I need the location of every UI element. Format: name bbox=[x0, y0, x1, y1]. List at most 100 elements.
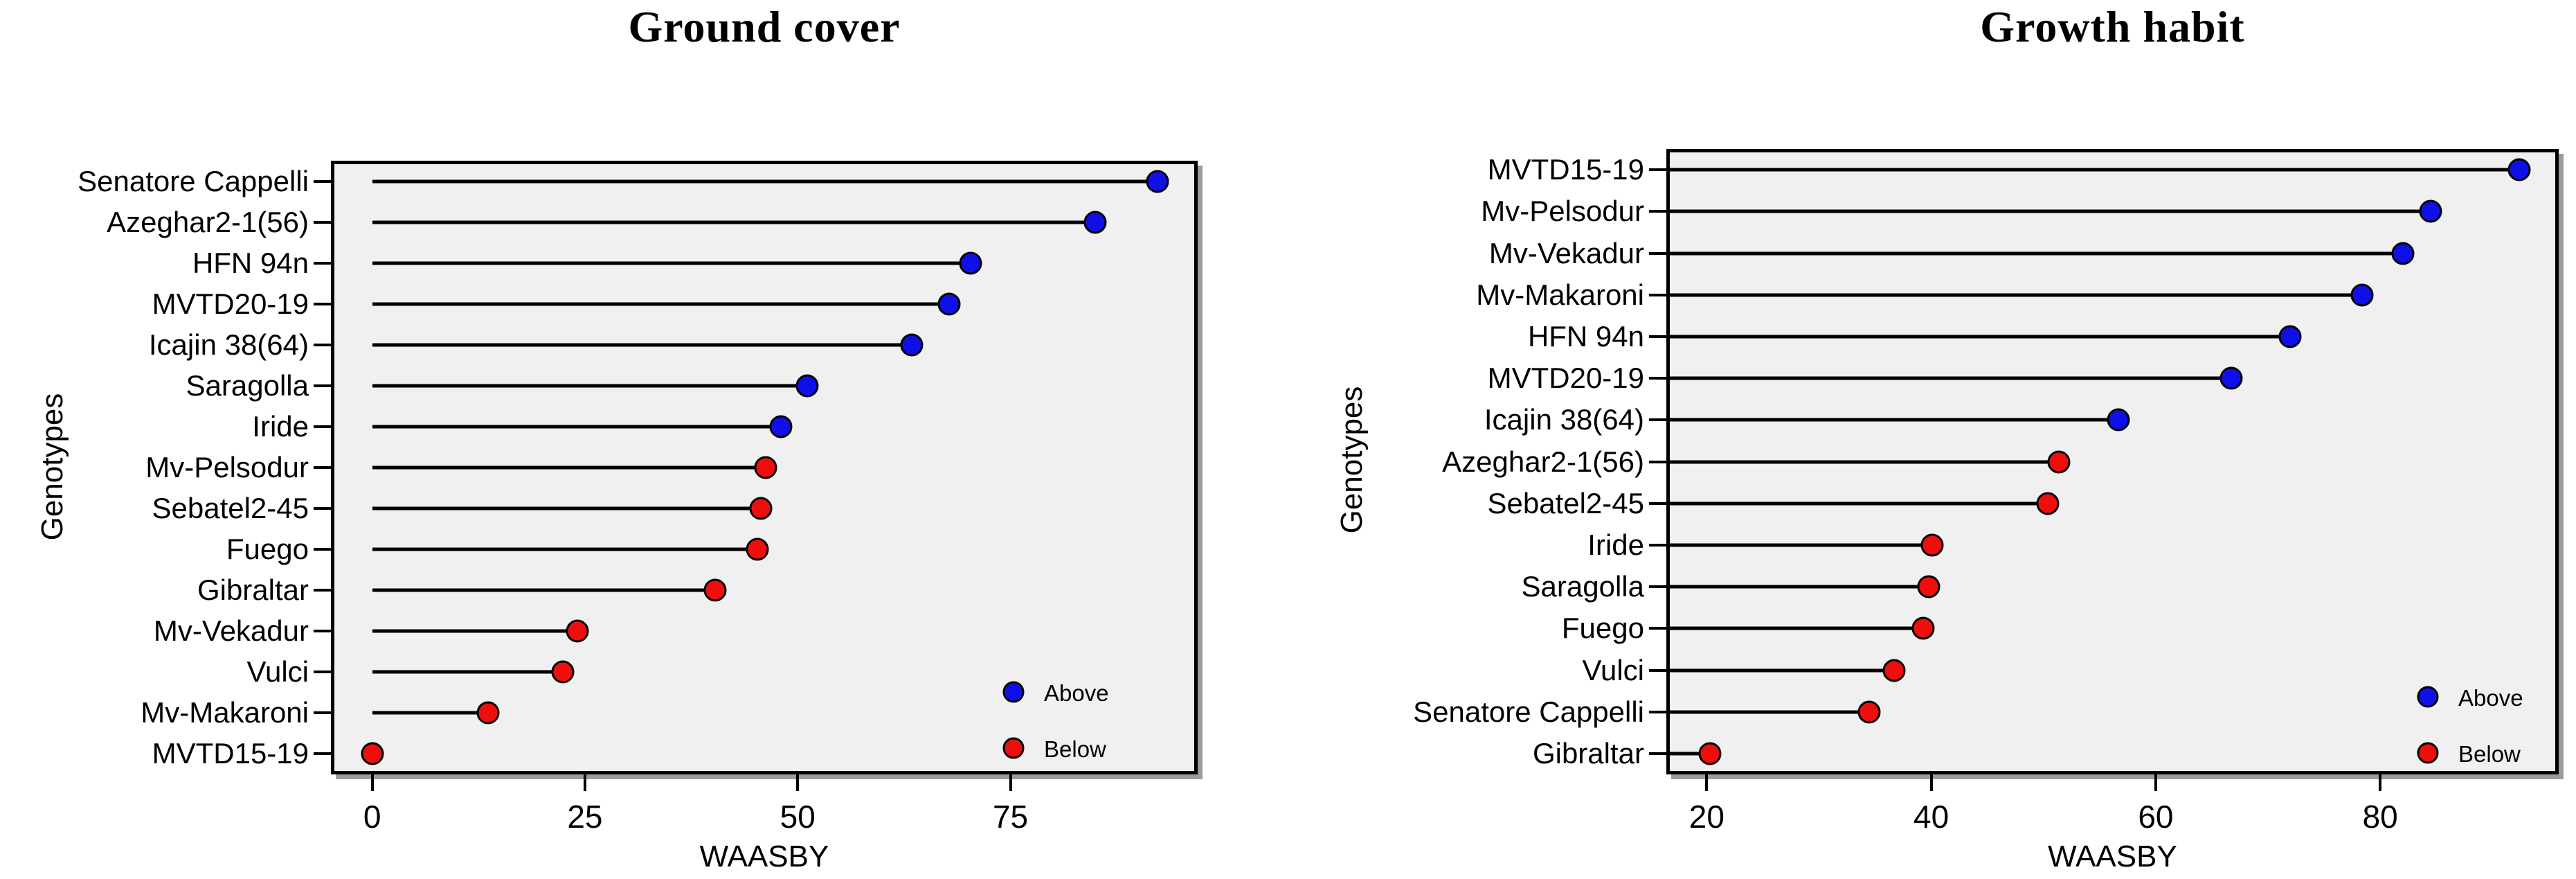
lollipop-stem bbox=[1666, 501, 2048, 506]
y-tick bbox=[1649, 752, 1666, 755]
data-point-dot bbox=[2047, 450, 2071, 473]
lollipop-stem bbox=[372, 588, 715, 592]
x-tick bbox=[583, 774, 586, 791]
data-point-dot bbox=[1083, 211, 1107, 234]
lollipop-stem bbox=[372, 343, 912, 347]
x-tick-label: 0 bbox=[363, 799, 381, 835]
x-tick-label: 20 bbox=[1688, 799, 1724, 835]
y-tick bbox=[314, 343, 331, 346]
data-point-dot bbox=[1857, 700, 1881, 724]
lollipop-stem bbox=[1666, 710, 1870, 714]
y-tick-label: Vulci bbox=[246, 655, 309, 689]
y-tick-label: Mv-Makaroni bbox=[141, 696, 309, 729]
lollipop-stem bbox=[1666, 376, 2231, 380]
lollipop-stem bbox=[372, 547, 758, 551]
y-tick bbox=[1649, 543, 1666, 547]
x-tick bbox=[2154, 774, 2157, 791]
y-tick-label: HFN 94n bbox=[1527, 319, 1644, 353]
data-point-dot bbox=[1698, 742, 1722, 765]
data-point-dot bbox=[361, 742, 384, 765]
x-tick bbox=[1705, 774, 1709, 791]
y-tick-label: Azeghar2-1(56) bbox=[107, 205, 309, 238]
x-tick bbox=[1929, 774, 1933, 791]
y-tick-label: Saragolla bbox=[1521, 570, 1644, 603]
lollipop-stem bbox=[1666, 335, 2291, 339]
data-point-dot bbox=[1920, 533, 1944, 557]
data-point-dot bbox=[900, 333, 924, 357]
lollipop-stem bbox=[372, 711, 488, 715]
x-tick-label: 80 bbox=[2362, 799, 2398, 835]
data-point-dot bbox=[566, 619, 589, 643]
y-tick bbox=[314, 548, 331, 551]
y-tick bbox=[1649, 627, 1666, 630]
x-tick-label: 25 bbox=[567, 799, 603, 835]
y-tick-label: HFN 94n bbox=[192, 246, 309, 279]
y-tick-label: Fuego bbox=[1561, 612, 1644, 645]
y-tick bbox=[314, 752, 331, 756]
data-point-dot bbox=[1882, 659, 1906, 682]
data-point-dot bbox=[2391, 242, 2415, 265]
y-tick-label: MVTD20-19 bbox=[152, 287, 309, 320]
x-tick-label: 40 bbox=[1913, 799, 1949, 835]
lollipop-stem bbox=[1666, 209, 2431, 213]
lollipop-stem bbox=[372, 465, 766, 470]
data-point-dot bbox=[2350, 283, 2374, 307]
y-tick-label: MVTD20-19 bbox=[1487, 362, 1644, 395]
legend-below-label: Below bbox=[1044, 736, 1106, 762]
data-point-dot bbox=[2507, 158, 2531, 181]
legend-above-dot bbox=[2417, 686, 2439, 708]
lollipop-stem bbox=[372, 670, 563, 674]
lollipop-stem bbox=[1666, 251, 2403, 255]
y-tick-label: Mv-Vekadur bbox=[153, 614, 309, 648]
y-tick bbox=[314, 466, 331, 469]
data-point-dot bbox=[2419, 199, 2442, 223]
y-tick bbox=[314, 507, 331, 510]
data-point-dot bbox=[476, 701, 500, 725]
y-axis-title: Genotypes bbox=[35, 393, 69, 541]
lollipop-stem bbox=[1666, 293, 2363, 297]
y-tick-label: Mv-Pelsodur bbox=[1481, 195, 1644, 228]
data-point-dot bbox=[2219, 366, 2243, 390]
legend-below-dot bbox=[1002, 737, 1025, 759]
legend-below-label: Below bbox=[2458, 741, 2521, 767]
y-tick-label: Saragolla bbox=[186, 369, 309, 402]
y-tick-label: Sebatel2-45 bbox=[1487, 486, 1644, 520]
lollipop-stem bbox=[372, 302, 950, 306]
y-tick bbox=[1649, 168, 1666, 172]
y-tick bbox=[1649, 501, 1666, 505]
y-tick-label: MVTD15-19 bbox=[1487, 153, 1644, 186]
x-tick-label: 60 bbox=[2138, 799, 2174, 835]
data-point-dot bbox=[1911, 616, 1935, 640]
y-tick-label: Mv-Makaroni bbox=[1476, 278, 1644, 311]
x-tick bbox=[796, 774, 800, 791]
y-tick bbox=[314, 711, 331, 715]
lollipop-stem bbox=[372, 179, 1158, 184]
y-tick-label: Gibraltar bbox=[197, 574, 309, 607]
data-point-dot bbox=[1917, 575, 1940, 598]
lollipop-stem bbox=[1666, 418, 2119, 422]
y-tick bbox=[1649, 335, 1666, 338]
data-point-dot bbox=[959, 251, 982, 275]
legend-above-dot bbox=[1002, 681, 1025, 703]
y-tick bbox=[1649, 460, 1666, 463]
data-point-dot bbox=[2036, 492, 2060, 515]
y-tick bbox=[314, 220, 331, 224]
legend-below-dot bbox=[2417, 742, 2439, 764]
lollipop-stem bbox=[1666, 543, 1933, 547]
lollipop-stem bbox=[372, 384, 807, 388]
y-tick bbox=[314, 384, 331, 387]
y-tick-label: Iride bbox=[252, 409, 309, 443]
data-point-dot bbox=[769, 415, 793, 438]
x-axis-title: WAASBY bbox=[2048, 840, 2177, 873]
x-tick bbox=[2379, 774, 2382, 791]
y-tick-label: Azeghar2-1(56) bbox=[1442, 445, 1644, 478]
legend-above-label: Above bbox=[2458, 685, 2523, 711]
y-tick bbox=[1649, 210, 1666, 213]
y-tick-label: Sebatel2-45 bbox=[152, 492, 309, 525]
y-tick bbox=[314, 671, 331, 674]
y-tick bbox=[314, 261, 331, 265]
data-point-dot bbox=[746, 538, 769, 561]
data-point-dot bbox=[1146, 170, 1169, 193]
y-tick-label: Iride bbox=[1587, 528, 1644, 561]
y-tick bbox=[1649, 418, 1666, 422]
